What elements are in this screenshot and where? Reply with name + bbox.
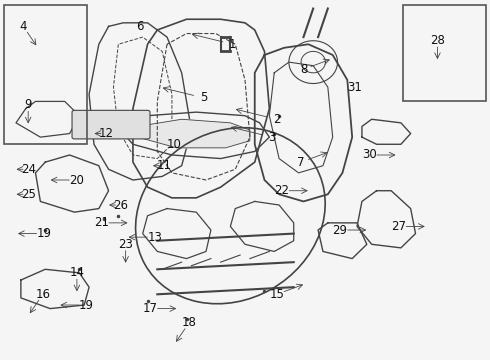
Text: 3: 3 [268, 131, 275, 144]
Text: 24: 24 [21, 163, 36, 176]
Text: 14: 14 [70, 266, 84, 279]
Text: 8: 8 [300, 63, 307, 76]
Text: 20: 20 [70, 174, 84, 186]
Text: 4: 4 [20, 20, 27, 33]
Polygon shape [138, 119, 250, 148]
Text: 12: 12 [98, 127, 114, 140]
Text: 27: 27 [391, 220, 406, 233]
Text: 5: 5 [200, 91, 207, 104]
Text: 13: 13 [147, 231, 162, 244]
Text: 26: 26 [113, 198, 128, 212]
Text: 2: 2 [273, 113, 280, 126]
Text: 21: 21 [94, 216, 109, 229]
Text: 6: 6 [137, 20, 144, 33]
Text: 23: 23 [118, 238, 133, 251]
Text: 19: 19 [79, 298, 94, 311]
Text: 1: 1 [229, 38, 237, 51]
FancyBboxPatch shape [72, 111, 150, 139]
Text: 11: 11 [157, 159, 172, 172]
Text: 29: 29 [333, 224, 347, 237]
Text: 31: 31 [347, 81, 362, 94]
Text: 10: 10 [167, 138, 182, 151]
Text: 28: 28 [430, 34, 445, 47]
Bar [4, 5, 87, 144]
Text: 18: 18 [181, 316, 196, 329]
Text: 15: 15 [269, 288, 284, 301]
Text: 16: 16 [35, 288, 50, 301]
Text: 25: 25 [21, 188, 36, 201]
Text: 22: 22 [274, 184, 289, 197]
Text: 9: 9 [24, 99, 32, 112]
Text: 30: 30 [362, 148, 377, 162]
Text: 7: 7 [297, 156, 305, 168]
Text: 19: 19 [37, 227, 52, 240]
Bar [403, 5, 486, 102]
Text: 17: 17 [143, 302, 157, 315]
